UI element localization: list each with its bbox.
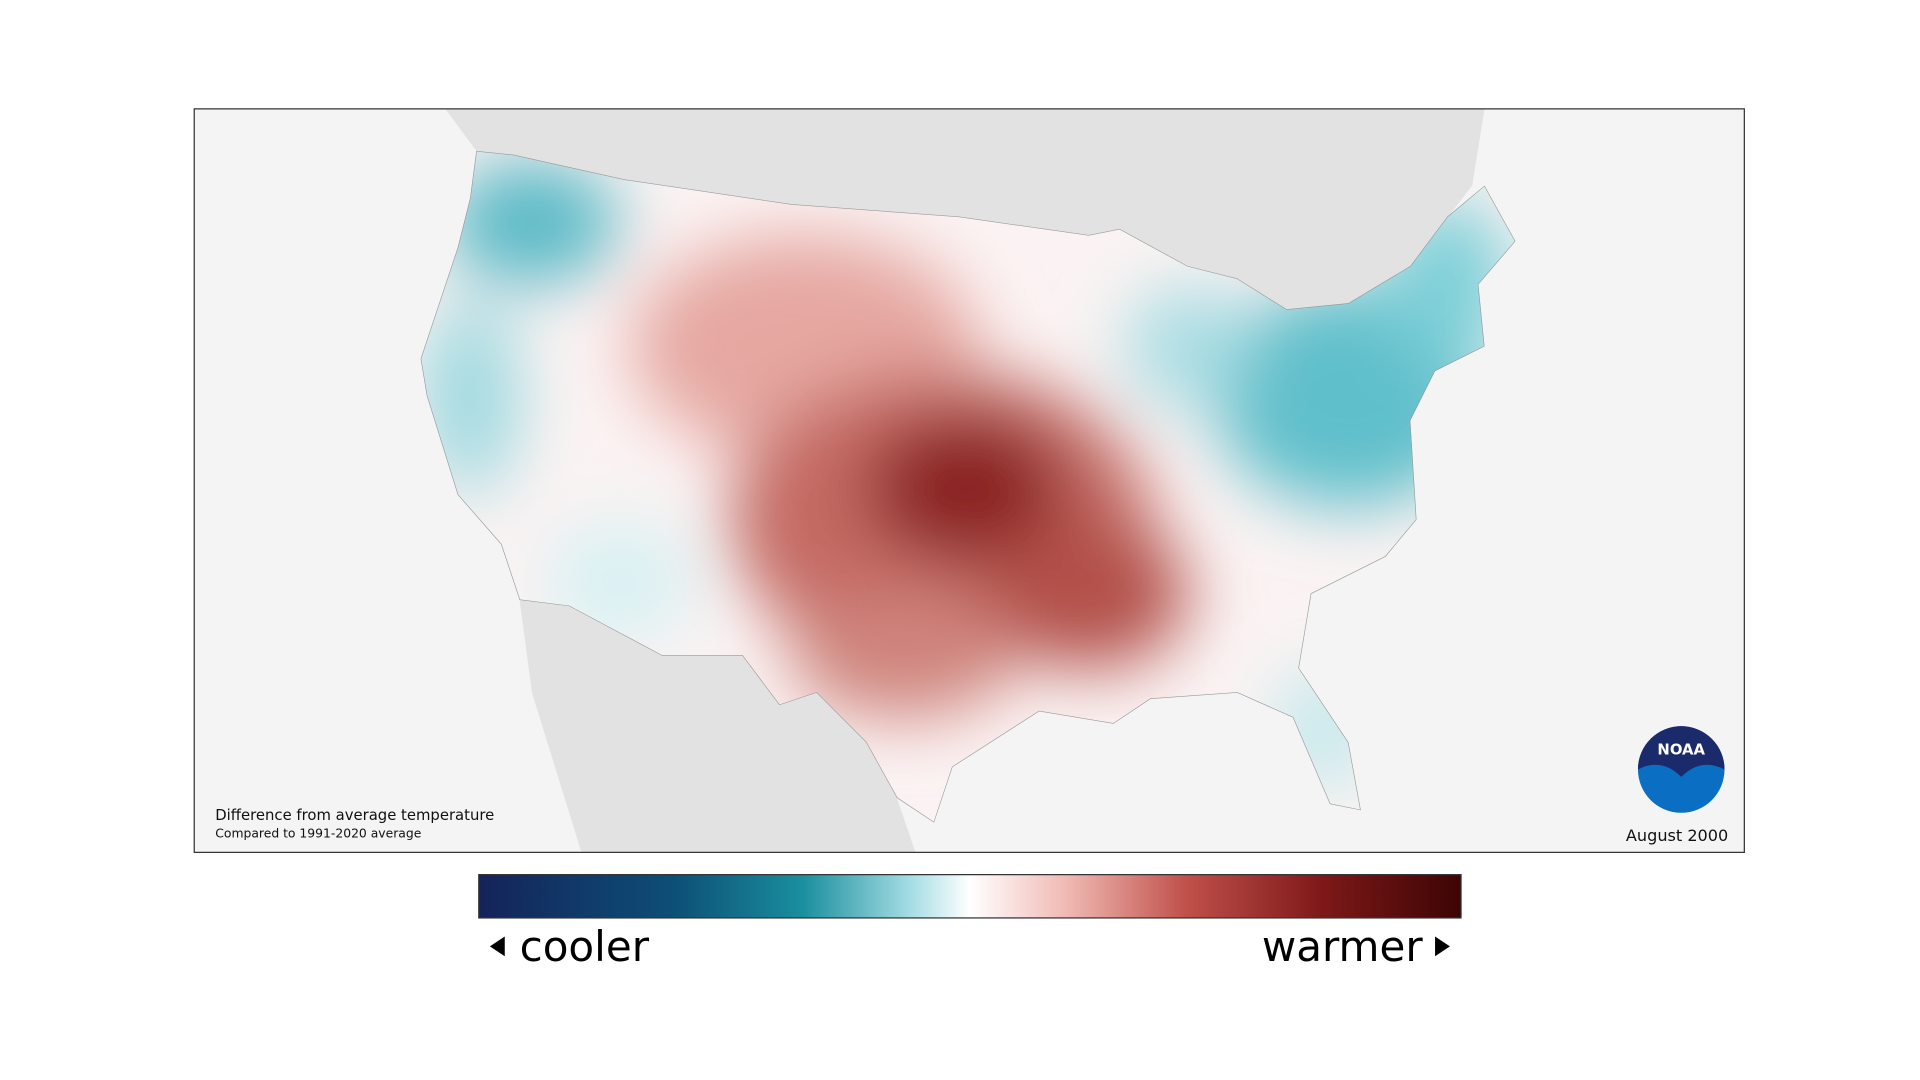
color-scale bbox=[478, 874, 1462, 919]
legend-low: cooler bbox=[520, 922, 650, 971]
date: August 2000 bbox=[1626, 826, 1728, 845]
caption: Difference from average temperature bbox=[215, 807, 494, 824]
mexico bbox=[519, 600, 916, 853]
legend-high: warmer bbox=[1262, 922, 1424, 971]
arrow-right bbox=[1435, 936, 1450, 957]
map bbox=[194, 108, 1745, 853]
map-frame bbox=[193, 108, 1745, 853]
arrow-left bbox=[489, 936, 505, 957]
subcaption: Compared to 1991-2020 average bbox=[215, 827, 421, 841]
canada bbox=[445, 108, 1485, 310]
logo-text: NOAA bbox=[1657, 742, 1705, 759]
noaa-logo: NOAA bbox=[1637, 726, 1725, 813]
